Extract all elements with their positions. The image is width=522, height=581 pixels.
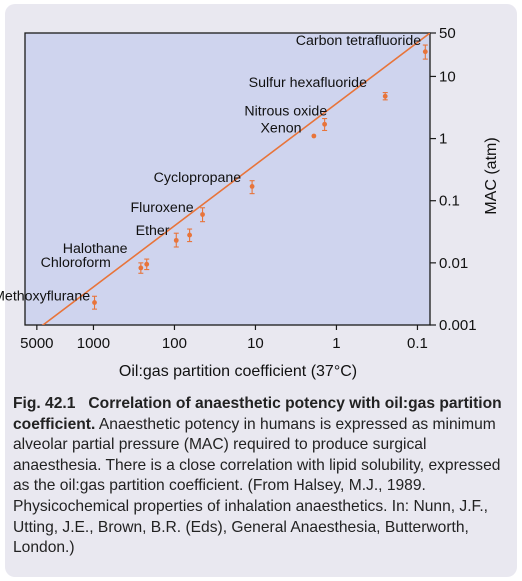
label-halothane: Halothane (63, 241, 128, 257)
label-sulfur-hexafluoride: Sulfur hexafluoride (249, 75, 367, 91)
data-point-fluroxene (200, 207, 206, 223)
x-tick-label: 10 (247, 335, 264, 352)
data-point-carbon-tetrafluoride (422, 44, 428, 60)
marker (382, 93, 388, 99)
data-point-halothane (144, 258, 150, 271)
marker (322, 121, 328, 127)
x-tick-label: 1 (332, 335, 340, 352)
figure-caption: Fig. 42.1 Correlation of anaesthetic pot… (13, 394, 503, 559)
label-methoxyflurane: Methoxyflurane (0, 288, 90, 304)
marker (144, 261, 150, 267)
marker (92, 300, 97, 305)
label-cyclopropane: Cyclopropane (154, 170, 242, 186)
y-tick-label: 1 (439, 131, 447, 148)
plot-area (24, 32, 431, 326)
data-point-cyclopropane (249, 180, 255, 195)
x-tick-label: 0.1 (407, 335, 428, 352)
label-fluroxene: Fluroxene (131, 200, 194, 216)
data-point-nitrous-oxide (322, 118, 328, 132)
y-tick-label: 0.1 (439, 193, 460, 210)
marker (311, 133, 317, 139)
y-tick-label: 10 (439, 68, 456, 85)
y-tick-label: 0.01 (439, 255, 468, 272)
marker (173, 237, 179, 243)
y-tick-label: 0.001 (439, 317, 477, 334)
data-point-chloroform (138, 262, 144, 274)
label-ether: Ether (136, 223, 170, 239)
data-point-methoxyflurane (92, 295, 98, 310)
label-nitrous-oxide: Nitrous oxide (244, 104, 327, 120)
label-chloroform: Chloroform (41, 255, 111, 271)
y-tick-label: 50 (439, 25, 456, 42)
x-axis-label: Oil:gas partition coefficient (37°C) (119, 363, 357, 380)
y-axis-label: MAC (atm) (483, 137, 500, 214)
data-point-ether (173, 232, 179, 248)
caption-body: Anaesthetic potency in humans is express… (13, 415, 501, 557)
fit-line (41, 33, 430, 325)
x-tick-label: 100 (162, 335, 187, 352)
marker (249, 183, 255, 189)
x-tick-label: 1000 (77, 335, 110, 352)
label-xenon: Xenon (260, 121, 301, 137)
x-tick-label: 5000 (20, 335, 53, 352)
data-point-xenon (311, 133, 317, 139)
caption-title: Correlation of anaesthetic potency with … (13, 395, 502, 433)
marker (187, 232, 193, 238)
marker (138, 265, 144, 271)
chart: Carbon tetrafluoride Sulfur hexafluoride N… (0, 25, 500, 380)
data-point-ether (187, 228, 193, 243)
marker (422, 49, 428, 55)
data-point-sulfur-hexafluoride (382, 92, 388, 101)
label-carbon-tetrafluoride: Carbon tetrafluoride (296, 33, 422, 49)
marker (200, 212, 205, 217)
caption-label: Fig. 42.1 (13, 395, 76, 412)
